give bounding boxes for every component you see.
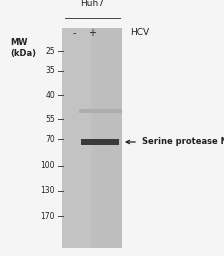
Text: +: +	[88, 28, 96, 38]
Text: 25: 25	[45, 47, 55, 56]
Text: 35: 35	[45, 66, 55, 76]
Text: Serine protease NS3 (HCV virus): Serine protease NS3 (HCV virus)	[142, 137, 224, 146]
Bar	[81, 139, 119, 145]
Text: 40: 40	[45, 91, 55, 100]
Text: Huh7: Huh7	[80, 0, 104, 8]
Text: HCV: HCV	[130, 28, 149, 37]
Text: 70: 70	[45, 135, 55, 144]
Text: 55: 55	[45, 115, 55, 124]
Text: 170: 170	[41, 212, 55, 221]
Text: 130: 130	[41, 186, 55, 195]
Bar	[92, 28, 122, 248]
Text: MW
(kDa): MW (kDa)	[10, 38, 36, 58]
Bar	[62, 28, 91, 248]
Text: 100: 100	[41, 161, 55, 170]
Bar	[62, 28, 122, 248]
Text: -: -	[72, 28, 76, 38]
Bar	[79, 109, 122, 113]
